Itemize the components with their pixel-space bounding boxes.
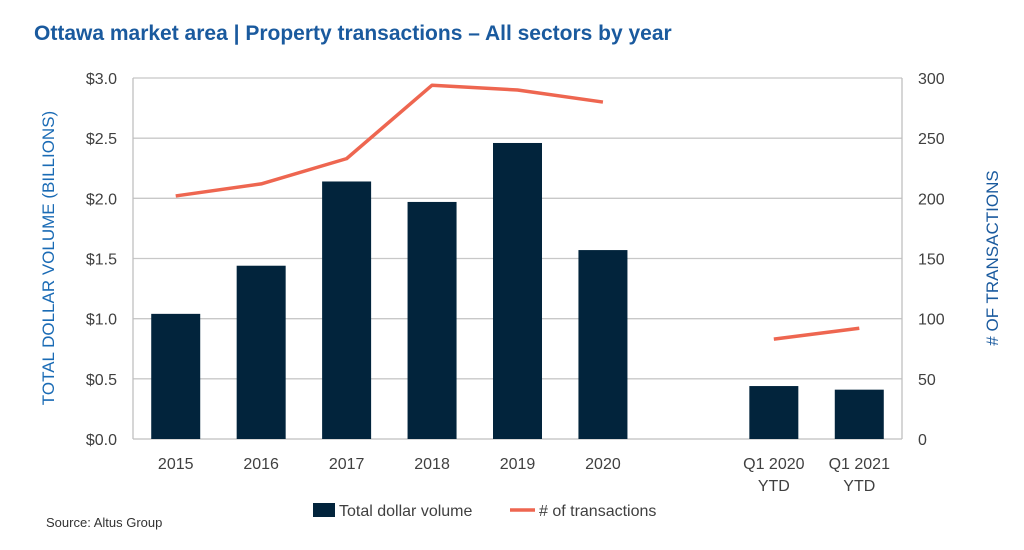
y-tick-label: $1.0: [86, 312, 117, 329]
y-tick-label: $3.0: [86, 71, 117, 88]
x-tick-label: 2019: [500, 456, 536, 473]
y2-tick-label: 50: [918, 372, 936, 389]
bar: [578, 250, 628, 439]
bar: [236, 265, 286, 439]
bar: [151, 313, 201, 439]
legend-label-bar: Total dollar volume: [339, 503, 473, 520]
x-tick-label: 2020: [585, 456, 621, 473]
y2-tick-label: 150: [918, 252, 945, 269]
y2-tick-label: 0: [918, 432, 927, 449]
y-tick-label: $2.0: [86, 191, 117, 208]
x-tick-label: 2016: [243, 456, 279, 473]
bar: [493, 142, 542, 440]
y-axis-title: TOTAL DOLLAR VOLUME (BILLIONS): [39, 111, 58, 405]
x-tick-label: 2015: [158, 456, 194, 473]
y-tick-label: $0.0: [86, 432, 117, 449]
y-tick-label: $1.5: [86, 252, 117, 269]
x-tick-label: 2018: [414, 456, 450, 473]
legend-label-line: # of transactions: [539, 503, 656, 520]
bar: [322, 181, 372, 439]
y-tick-label: $2.5: [86, 131, 117, 148]
y2-tick-label: 300: [918, 71, 945, 88]
legend-swatch-bar: [313, 503, 335, 517]
y2-tick-label: 100: [918, 312, 945, 329]
chart-title: Ottawa market area | Property transactio…: [34, 22, 672, 45]
bar: [749, 386, 799, 439]
y2-tick-label: 200: [918, 191, 945, 208]
source-note: Source: Altus Group: [46, 515, 163, 530]
y2-tick-label: 250: [918, 131, 945, 148]
x-tick-label: 2017: [329, 456, 365, 473]
y2-axis-title: # OF TRANSACTIONS: [983, 170, 1002, 345]
x-tick-label: Q1 2021 YTD: [829, 456, 890, 495]
bar: [407, 201, 457, 439]
transactions-line: [773, 326, 860, 341]
x-tick-label: Q1 2020 YTD: [743, 456, 804, 495]
bar: [834, 389, 884, 439]
transactions-line: [175, 83, 604, 198]
y-tick-label: $0.5: [86, 372, 117, 389]
